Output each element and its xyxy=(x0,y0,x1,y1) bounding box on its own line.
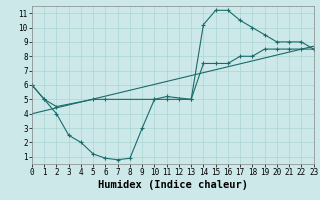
X-axis label: Humidex (Indice chaleur): Humidex (Indice chaleur) xyxy=(98,180,248,190)
